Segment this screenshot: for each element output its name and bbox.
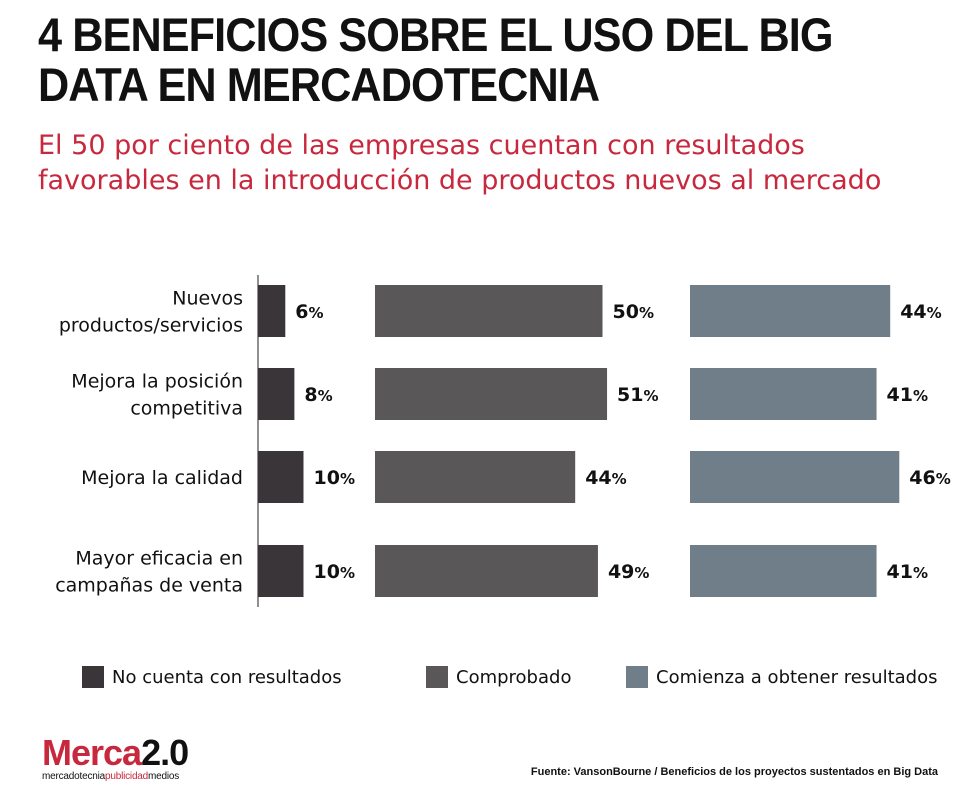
legend-swatch	[82, 666, 104, 688]
data-label: 8%	[304, 384, 332, 406]
category-label: Mejora la posición	[71, 371, 243, 393]
data-label: 41%	[887, 561, 928, 583]
logo-tag-left: mercadotecnia	[42, 771, 105, 782]
bar	[258, 451, 304, 503]
category-label: Nuevos	[172, 288, 243, 310]
bar	[375, 545, 598, 597]
legend-item-comienza: Comienza a obtener resultados	[626, 666, 938, 688]
data-label: 41%	[887, 384, 928, 406]
data-label: 49%	[608, 561, 649, 583]
bar	[690, 285, 891, 337]
bar	[690, 545, 877, 597]
legend-item-comprobado: Comprobado	[426, 666, 571, 688]
data-label: 44%	[900, 301, 941, 323]
logo-brand-number: 2.0	[141, 732, 189, 773]
legend-swatch	[626, 666, 648, 688]
data-label: 46%	[909, 467, 950, 489]
chart-subtitle: El 50 por ciento de las empresas cuentan…	[38, 130, 882, 196]
data-label: 50%	[613, 301, 654, 323]
merca-logo: Merca2.0 mercadotecniapublicidadmedios	[42, 732, 189, 783]
data-label: 51%	[617, 384, 658, 406]
legend-label: Comienza a obtener resultados	[656, 666, 938, 688]
category-label: campañas de venta	[55, 575, 243, 597]
logo-brand: Merca	[42, 732, 142, 773]
chart-title: 4 BENEFICIOS SOBRE EL USO DEL BIG DATA E…	[38, 8, 833, 111]
category-label: productos/servicios	[59, 315, 243, 337]
logo-tag-right: medios	[148, 771, 180, 782]
legend-label: No cuenta con resultados	[112, 666, 342, 688]
legend-swatch	[426, 666, 448, 688]
legend-item-no-cuenta: No cuenta con resultados	[82, 666, 342, 688]
bar	[375, 368, 608, 420]
bar-chart: Nuevos productos/servicios Mejora la posic…	[55, 275, 951, 607]
bar	[375, 285, 603, 337]
legend-label: Comprobado	[456, 666, 572, 688]
category-label: Mejora la calidad	[81, 467, 243, 489]
data-label: 44%	[585, 467, 626, 489]
bar	[258, 545, 304, 597]
bar	[690, 368, 877, 420]
bar	[258, 368, 295, 420]
bar	[375, 451, 576, 503]
bar	[258, 285, 286, 337]
source-note: Fuente: VansonBourne / Beneficios de los…	[530, 766, 938, 778]
logo-tag-mid: publicidad	[105, 771, 149, 782]
data-label: 10%	[314, 467, 355, 489]
bar	[690, 451, 900, 503]
category-label: competitiva	[130, 398, 243, 420]
data-label: 10%	[314, 561, 355, 583]
data-label: 6%	[295, 301, 323, 323]
category-label: Mayor eficacia en	[75, 548, 243, 570]
